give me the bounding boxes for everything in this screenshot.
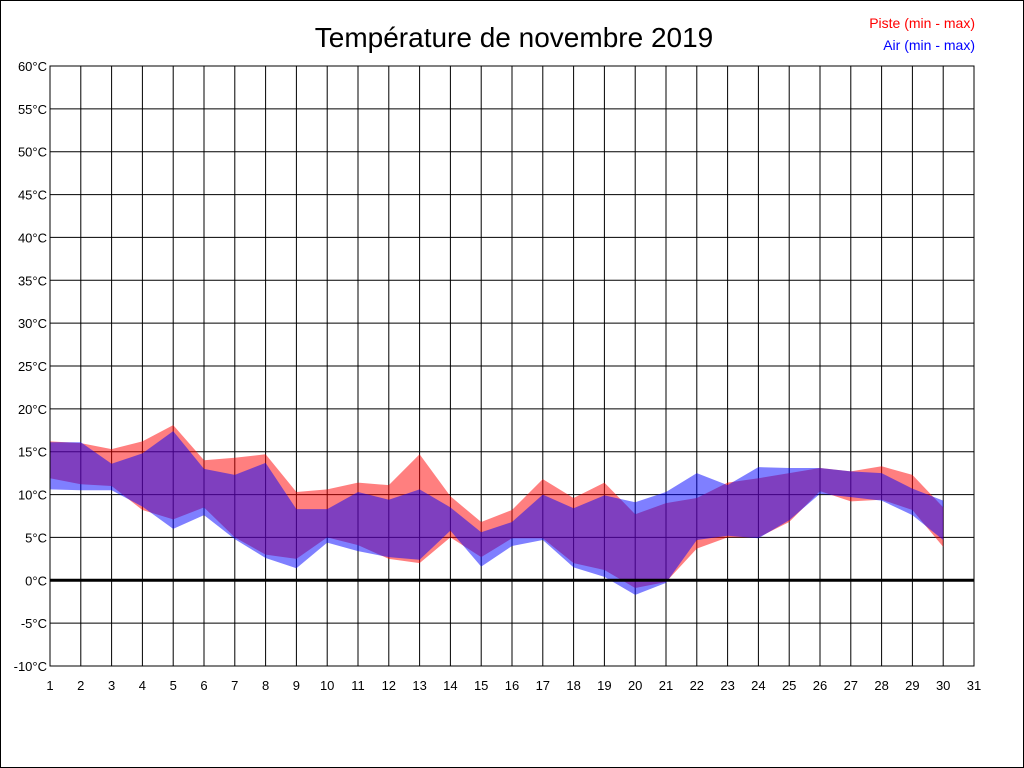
- x-tick-label: 20: [628, 678, 642, 693]
- y-tick-label: -5°C: [21, 616, 47, 631]
- x-tick-label: 11: [351, 678, 365, 693]
- x-tick-label: 27: [844, 678, 858, 693]
- x-tick-label: 28: [874, 678, 888, 693]
- y-axis-ticks: -10°C -5°C 0°C 5°C 10°C 15°C 20°C 25°C 30°C 35°C 4…: [14, 59, 47, 674]
- x-tick-label: 25: [782, 678, 796, 693]
- x-tick-label: 3: [108, 678, 115, 693]
- x-tick-label: 19: [597, 678, 611, 693]
- x-tick-label: 24: [751, 678, 765, 693]
- x-tick-label: 31: [967, 678, 981, 693]
- x-tick-label: 14: [443, 678, 457, 693]
- series-areas: [50, 425, 944, 595]
- y-tick-label: 30°C: [18, 316, 47, 331]
- x-tick-label: 16: [505, 678, 519, 693]
- y-tick-label: 35°C: [18, 273, 47, 288]
- y-tick-label: 10°C: [18, 488, 47, 503]
- y-tick-label: 45°C: [18, 188, 47, 203]
- grid: [49, 65, 975, 667]
- y-tick-label: -10°C: [14, 659, 47, 674]
- x-tick-label: 2: [77, 678, 84, 693]
- x-tick-label: 13: [412, 678, 426, 693]
- y-tick-label: 5°C: [25, 530, 47, 545]
- plot-frame: [49, 65, 975, 667]
- legend-piste: Piste (min - max): [869, 15, 975, 31]
- y-tick-label: 25°C: [18, 359, 47, 374]
- x-tick-label: 29: [905, 678, 919, 693]
- x-tick-label: 7: [231, 678, 238, 693]
- x-tick-label: 10: [320, 678, 334, 693]
- x-tick-label: 26: [813, 678, 827, 693]
- x-axis-ticks: 1 2 3 4 5 6 7 8 9 10 11 12 13 14 15 16 17 18 19 20 21 22 23 24 2…: [46, 678, 981, 693]
- y-tick-label: 0°C: [25, 573, 47, 588]
- x-tick-label: 21: [659, 678, 673, 693]
- y-tick-label: 40°C: [18, 230, 47, 245]
- y-tick-label: 60°C: [18, 59, 47, 74]
- x-tick-label: 6: [200, 678, 207, 693]
- y-tick-label: 20°C: [18, 402, 47, 417]
- x-tick-label: 12: [382, 678, 396, 693]
- x-tick-label: 9: [293, 678, 300, 693]
- legend-air: Air (min - max): [883, 37, 975, 53]
- x-tick-label: 17: [536, 678, 550, 693]
- chart-title: Température de novembre 2019: [315, 22, 713, 53]
- x-tick-label: 15: [474, 678, 488, 693]
- x-tick-label: 8: [262, 678, 269, 693]
- x-tick-label: 4: [139, 678, 146, 693]
- x-tick-label: 18: [566, 678, 580, 693]
- x-tick-label: 1: [46, 678, 53, 693]
- y-tick-label: 50°C: [18, 145, 47, 160]
- x-tick-label: 5: [170, 678, 177, 693]
- x-tick-label: 30: [936, 678, 950, 693]
- y-tick-label: 15°C: [18, 445, 47, 460]
- x-tick-label: 22: [690, 678, 704, 693]
- air-range-area: [50, 431, 944, 595]
- y-tick-label: 55°C: [18, 102, 47, 117]
- x-tick-label: 23: [720, 678, 734, 693]
